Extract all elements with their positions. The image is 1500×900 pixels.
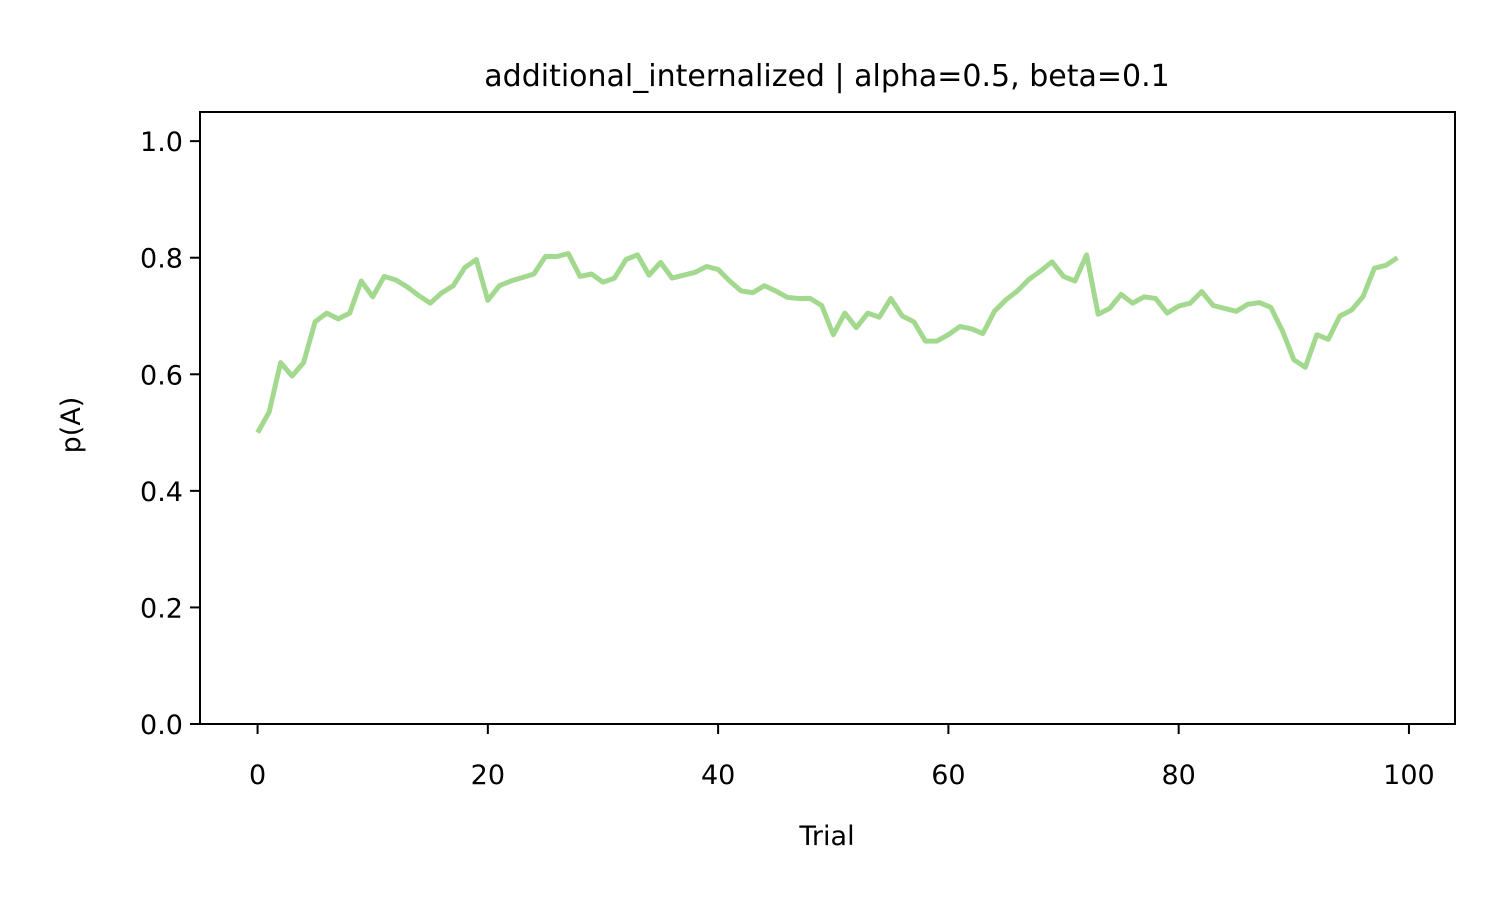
y-axis-ticks: 0.0 0.2 0.4 0.6 0.8 1.0 — [140, 127, 200, 741]
series-layer — [255, 251, 1399, 434]
y-tick-label: 0.8 — [140, 244, 183, 275]
x-axis-label: Trial — [798, 821, 854, 852]
y-tick-label: 0.6 — [140, 360, 183, 391]
series-line — [255, 251, 1399, 434]
y-tick-label: 0.2 — [140, 593, 183, 624]
y-axis-label: p(A) — [56, 397, 87, 454]
x-tick-label: 100 — [1383, 760, 1435, 791]
x-tick-label: 0 — [249, 760, 266, 791]
x-tick-label: 80 — [1161, 760, 1195, 791]
x-tick-label: 40 — [701, 760, 735, 791]
y-tick-label: 0.4 — [140, 477, 183, 508]
x-tick-label: 60 — [931, 760, 965, 791]
x-axis-ticks: 0 20 40 60 80 100 — [249, 724, 1435, 791]
chart-title: additional_internalized | alpha=0.5, bet… — [484, 59, 1169, 94]
y-tick-label: 1.0 — [140, 127, 183, 158]
x-tick-label: 20 — [471, 760, 505, 791]
plot-frame — [199, 111, 1456, 725]
y-tick-label: 0.0 — [140, 710, 183, 741]
